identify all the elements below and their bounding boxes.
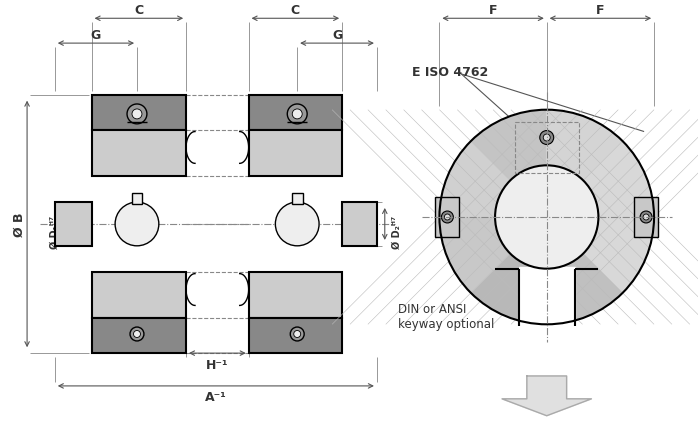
Bar [248, 95, 342, 130]
Bar [292, 194, 302, 204]
Circle shape [540, 131, 554, 145]
Text: A⁻¹: A⁻¹ [205, 391, 227, 404]
Circle shape [294, 331, 301, 338]
Bar [92, 272, 186, 319]
Text: C: C [134, 4, 144, 17]
Text: Ø D₂ᴴ⁷: Ø D₂ᴴ⁷ [392, 216, 402, 249]
Circle shape [442, 211, 454, 224]
Bar [92, 130, 186, 177]
Bar [132, 194, 142, 204]
Wedge shape [440, 217, 510, 293]
Bar [248, 130, 342, 177]
Circle shape [132, 110, 142, 120]
Circle shape [115, 203, 159, 246]
Wedge shape [547, 254, 622, 325]
Circle shape [275, 203, 319, 246]
Text: Ø B: Ø B [13, 212, 26, 237]
Wedge shape [471, 110, 547, 181]
Bar [634, 197, 658, 237]
Circle shape [640, 211, 652, 224]
Text: Ø D₁ᴴ⁷: Ø D₁ᴴ⁷ [50, 216, 60, 249]
Wedge shape [440, 142, 510, 217]
Text: keyway optional: keyway optional [398, 317, 494, 330]
Polygon shape [519, 267, 575, 329]
Text: G: G [91, 29, 101, 42]
Circle shape [293, 110, 302, 120]
Circle shape [643, 214, 649, 220]
Bar [92, 95, 186, 130]
Circle shape [130, 327, 144, 341]
Circle shape [543, 135, 550, 141]
Circle shape [134, 331, 141, 338]
Circle shape [290, 327, 304, 341]
Bar [55, 203, 92, 246]
Text: E ISO 4762: E ISO 4762 [412, 66, 488, 79]
Wedge shape [583, 217, 654, 293]
Bar [248, 272, 342, 319]
Circle shape [127, 105, 147, 125]
Circle shape [444, 214, 450, 220]
Text: H⁻¹: H⁻¹ [206, 358, 229, 371]
Bar [92, 319, 186, 353]
Bar [342, 203, 377, 246]
Circle shape [287, 105, 307, 125]
Text: F: F [596, 4, 605, 17]
Bar [435, 197, 459, 237]
Polygon shape [502, 376, 592, 416]
Text: F: F [489, 4, 497, 17]
Wedge shape [471, 254, 547, 325]
Wedge shape [583, 142, 654, 217]
Bar [248, 319, 342, 353]
Text: DIN or ANSI: DIN or ANSI [398, 302, 466, 315]
Wedge shape [547, 110, 622, 181]
Bar [515, 122, 578, 174]
Text: C: C [290, 4, 300, 17]
Circle shape [495, 166, 598, 269]
Text: G: G [332, 29, 342, 42]
